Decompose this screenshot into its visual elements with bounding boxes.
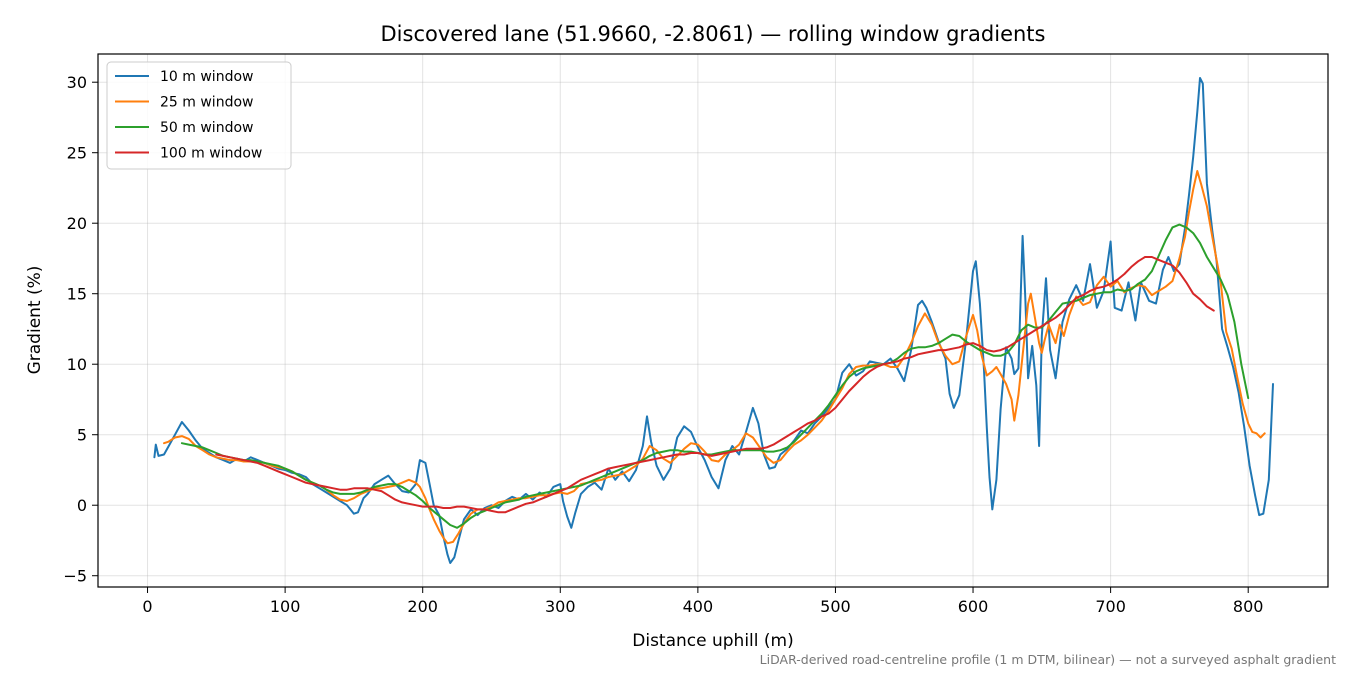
series-lines <box>153 77 1274 564</box>
y-tick-label: 15 <box>67 285 87 304</box>
x-tick-label: 800 <box>1233 597 1264 616</box>
legend-label: 10 m window <box>160 69 253 85</box>
legend-box <box>106 61 292 170</box>
x-tick-label: 0 <box>142 597 152 616</box>
plot-frame <box>97 53 1329 588</box>
x-tick-label: 400 <box>683 597 714 616</box>
y-tick-label: 30 <box>67 73 87 92</box>
y-tick-label: 5 <box>77 426 87 445</box>
legend-label: 100 m window <box>160 146 262 162</box>
x-axis-label: Distance uphill (m) <box>632 631 793 651</box>
axis-ticks: 0 100 200 300 400 500 600 700 800 −5 0 5 10 15 20 25 30 <box>63 73 1263 616</box>
y-tick-label: 10 <box>67 355 87 374</box>
series-line-1 <box>153 77 1274 564</box>
chart-title: Discovered lane (51.9660, -2.8061) — rol… <box>381 22 1046 46</box>
grid <box>98 54 1328 587</box>
x-tick-label: 300 <box>545 597 576 616</box>
y-tick-label: 25 <box>67 144 87 163</box>
x-tick-label: 700 <box>1095 597 1126 616</box>
x-tick-label: 500 <box>820 597 851 616</box>
y-tick-label: 0 <box>77 496 87 515</box>
legend: 10 m window 25 m window 50 m window 100 m w… <box>106 61 292 170</box>
x-tick-label: 100 <box>270 597 301 616</box>
y-tick-label: −5 <box>63 567 87 586</box>
y-tick-label: 20 <box>67 214 87 233</box>
footnote: LiDAR-derived road-centreline profile (1… <box>760 652 1336 667</box>
series-line-4 <box>215 256 1215 514</box>
legend-label: 50 m window <box>160 120 253 136</box>
legend-label: 25 m window <box>160 95 253 111</box>
y-axis-label: Gradient (%) <box>25 266 45 375</box>
x-tick-label: 200 <box>407 597 438 616</box>
x-tick-label: 600 <box>958 597 989 616</box>
series-line-2 <box>163 170 1266 545</box>
series-line-3 <box>180 223 1250 529</box>
